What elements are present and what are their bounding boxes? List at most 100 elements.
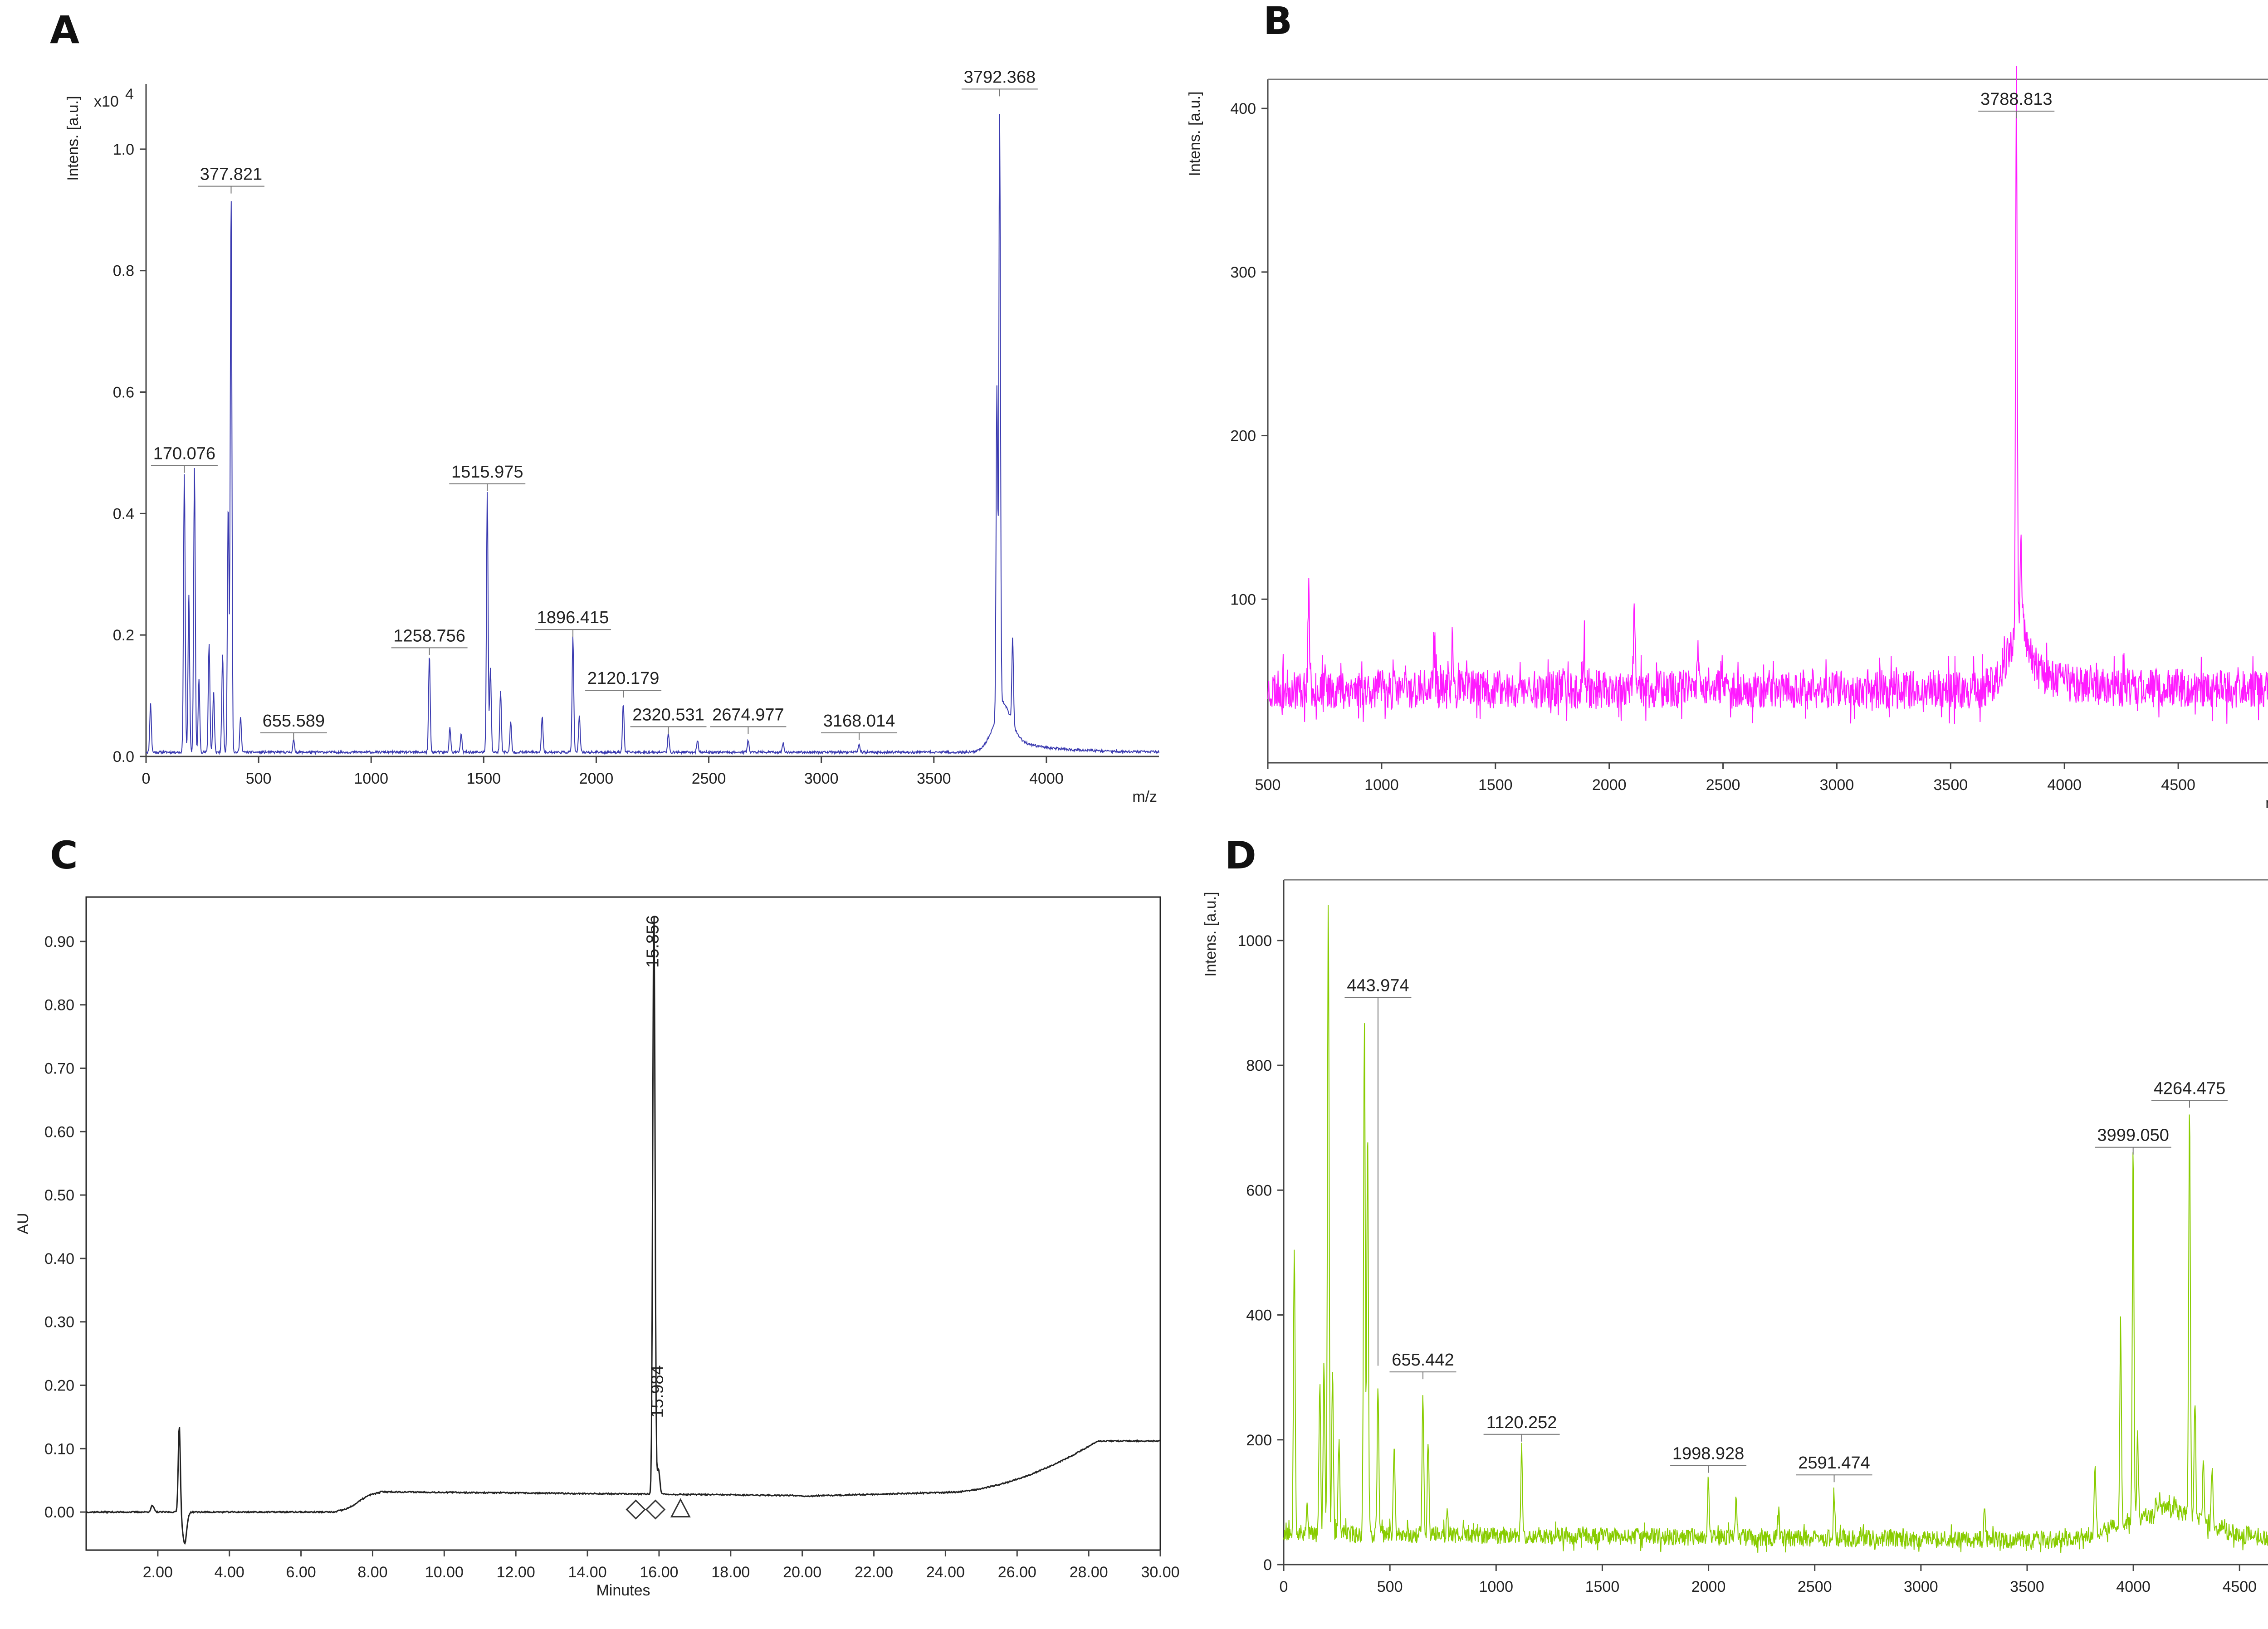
y-tick-label: 0.2 bbox=[113, 627, 134, 644]
x-tick-label: 4500 bbox=[2222, 1578, 2257, 1595]
y-tick-label: 0.10 bbox=[44, 1440, 74, 1458]
x-tick-label: 2500 bbox=[1798, 1578, 1832, 1595]
x-tick-label: 6.00 bbox=[286, 1564, 316, 1581]
x-tick-label: 1500 bbox=[1478, 776, 1513, 794]
x-tick-label: 2000 bbox=[1691, 1578, 1726, 1595]
peak-label: 2674.977 bbox=[712, 705, 784, 724]
integration-marker bbox=[670, 1498, 691, 1518]
panel-letter-b: B bbox=[1263, 0, 1292, 43]
peak-label: 3999.050 bbox=[2097, 1126, 2169, 1145]
x-tick-label: 16.00 bbox=[640, 1564, 678, 1581]
panel-letter-c: C bbox=[50, 833, 78, 878]
x-tick-label: 10.00 bbox=[425, 1564, 464, 1581]
x-tick-label: 2500 bbox=[692, 770, 726, 787]
x-tick-label: 30.00 bbox=[1141, 1564, 1179, 1581]
x-axis-label: Minutes bbox=[596, 1582, 650, 1599]
spectrum-trace bbox=[1267, 66, 2268, 724]
peak-label: 1120.252 bbox=[1486, 1413, 1557, 1432]
y-tick-label: 0.90 bbox=[44, 933, 74, 951]
peak-label: 170.076 bbox=[153, 444, 215, 463]
panel-b-mass-spectrum: 500 1000 1500 2000 2500 3000 3500 4000 4500 100 20… bbox=[1186, 66, 2268, 812]
x-tick-label: 2000 bbox=[1592, 776, 1627, 794]
x-tick-label: 2.00 bbox=[143, 1564, 173, 1581]
y-tick-label: 0.50 bbox=[44, 1187, 74, 1204]
y-tick-label: 400 bbox=[1246, 1307, 1272, 1324]
y-tick-label: 300 bbox=[1230, 264, 1256, 281]
x-tick-label: 3500 bbox=[2010, 1578, 2044, 1595]
y-tick-label: 0.00 bbox=[44, 1504, 74, 1521]
peak-label: 2320.531 bbox=[632, 705, 704, 724]
x-tick-label: 0 bbox=[142, 770, 151, 787]
y-axis-label: Intens. [a.u.] bbox=[64, 96, 82, 180]
y-tick-label: 0.8 bbox=[113, 263, 134, 280]
peak-label: 377.821 bbox=[200, 165, 262, 184]
x-tick-label: 1000 bbox=[1364, 776, 1399, 794]
y-tick-label: 0.60 bbox=[44, 1123, 74, 1141]
x-tick-label: 1000 bbox=[354, 770, 388, 787]
y-tick-label: 1.0 bbox=[113, 141, 134, 158]
spectrum-trace bbox=[86, 917, 1161, 1545]
x-tick-label: 4000 bbox=[2116, 1578, 2151, 1595]
y-tick-label: 0.20 bbox=[44, 1377, 74, 1395]
peak-label: 655.589 bbox=[263, 712, 325, 731]
peak-label: 1258.756 bbox=[393, 626, 465, 645]
x-axis-label: m/z bbox=[2265, 795, 2268, 812]
peak-label: 3788.813 bbox=[1980, 90, 2053, 109]
y-axis-label: AU bbox=[15, 1213, 32, 1234]
x-tick-label: 20.00 bbox=[783, 1564, 821, 1581]
peak-label: 2591.474 bbox=[1798, 1453, 1870, 1473]
peak-label: 443.974 bbox=[1347, 976, 1409, 995]
y-tick-label: 800 bbox=[1246, 1057, 1272, 1074]
x-tick-label: 500 bbox=[1255, 776, 1281, 794]
peak-label: 3168.014 bbox=[823, 712, 895, 731]
panel-letter-d: D bbox=[1225, 833, 1256, 878]
x-tick-label: 1500 bbox=[467, 770, 501, 787]
x-tick-label: 14.00 bbox=[568, 1564, 607, 1581]
y-tick-label: 0.70 bbox=[44, 1060, 74, 1077]
x-tick-label: 3500 bbox=[1934, 776, 1968, 794]
x-tick-label: 3500 bbox=[917, 770, 951, 787]
y-tick-label: 0.40 bbox=[44, 1250, 74, 1268]
y-axis-label: Intens. [a.u.] bbox=[1202, 892, 1219, 976]
y-tick-label: 0.80 bbox=[44, 997, 74, 1014]
x-tick-label: 4.00 bbox=[215, 1564, 244, 1581]
y-tick-label: 0.0 bbox=[113, 748, 134, 766]
peak-label: 3792.368 bbox=[964, 68, 1036, 87]
x-tick-label: 2500 bbox=[1706, 776, 1740, 794]
x-tick-label: 500 bbox=[246, 770, 272, 787]
y-axis-label: Intens. [a.u.] bbox=[1186, 91, 1203, 176]
y-tick-label: 0.4 bbox=[113, 505, 134, 522]
y-tick-label: 1000 bbox=[1237, 932, 1272, 950]
x-tick-label: 4000 bbox=[2047, 776, 2082, 794]
y-tick-label: 0 bbox=[1263, 1556, 1272, 1574]
x-tick-label: 12.00 bbox=[497, 1564, 535, 1581]
x-tick-label: 0 bbox=[1280, 1578, 1288, 1595]
y-tick-label: 200 bbox=[1230, 428, 1256, 445]
x-axis-label: m/z bbox=[1132, 788, 1157, 805]
panel-d-mass-spectrum: 0 500 1000 1500 2000 2500 3000 3500 4000 4500 0 200… bbox=[1202, 879, 2268, 1595]
x-tick-label: 4500 bbox=[2161, 776, 2195, 794]
integration-marker bbox=[626, 1499, 646, 1520]
x-tick-label: 26.00 bbox=[998, 1564, 1036, 1581]
panel-c-chromatogram: 2.00 4.00 6.00 8.00 10.00 12.00 14.00 16.00 18.0… bbox=[15, 896, 1180, 1599]
peak-label: 2120.179 bbox=[587, 669, 660, 688]
panel-letter-a: A bbox=[50, 8, 79, 52]
y-tick-label: 0.6 bbox=[113, 384, 134, 401]
x-tick-label: 500 bbox=[1377, 1578, 1403, 1595]
y-tick-label: 600 bbox=[1246, 1182, 1272, 1199]
peak-label: 15.856 bbox=[644, 915, 663, 968]
y-tick-label: 200 bbox=[1246, 1432, 1272, 1449]
y-multiplier-exponent: 4 bbox=[125, 86, 134, 103]
peak-label: 15.984 bbox=[648, 1365, 667, 1418]
spectrum-trace bbox=[146, 114, 1159, 756]
x-tick-label: 18.00 bbox=[711, 1564, 750, 1581]
integration-marker bbox=[645, 1499, 666, 1520]
x-tick-label: 22.00 bbox=[855, 1564, 893, 1581]
y-tick-label: 400 bbox=[1230, 100, 1256, 117]
x-tick-label: 4000 bbox=[1029, 770, 1064, 787]
y-multiplier-label: x10 bbox=[94, 93, 119, 110]
x-tick-label: 3000 bbox=[1820, 776, 1854, 794]
y-tick-label: 100 bbox=[1230, 591, 1256, 608]
